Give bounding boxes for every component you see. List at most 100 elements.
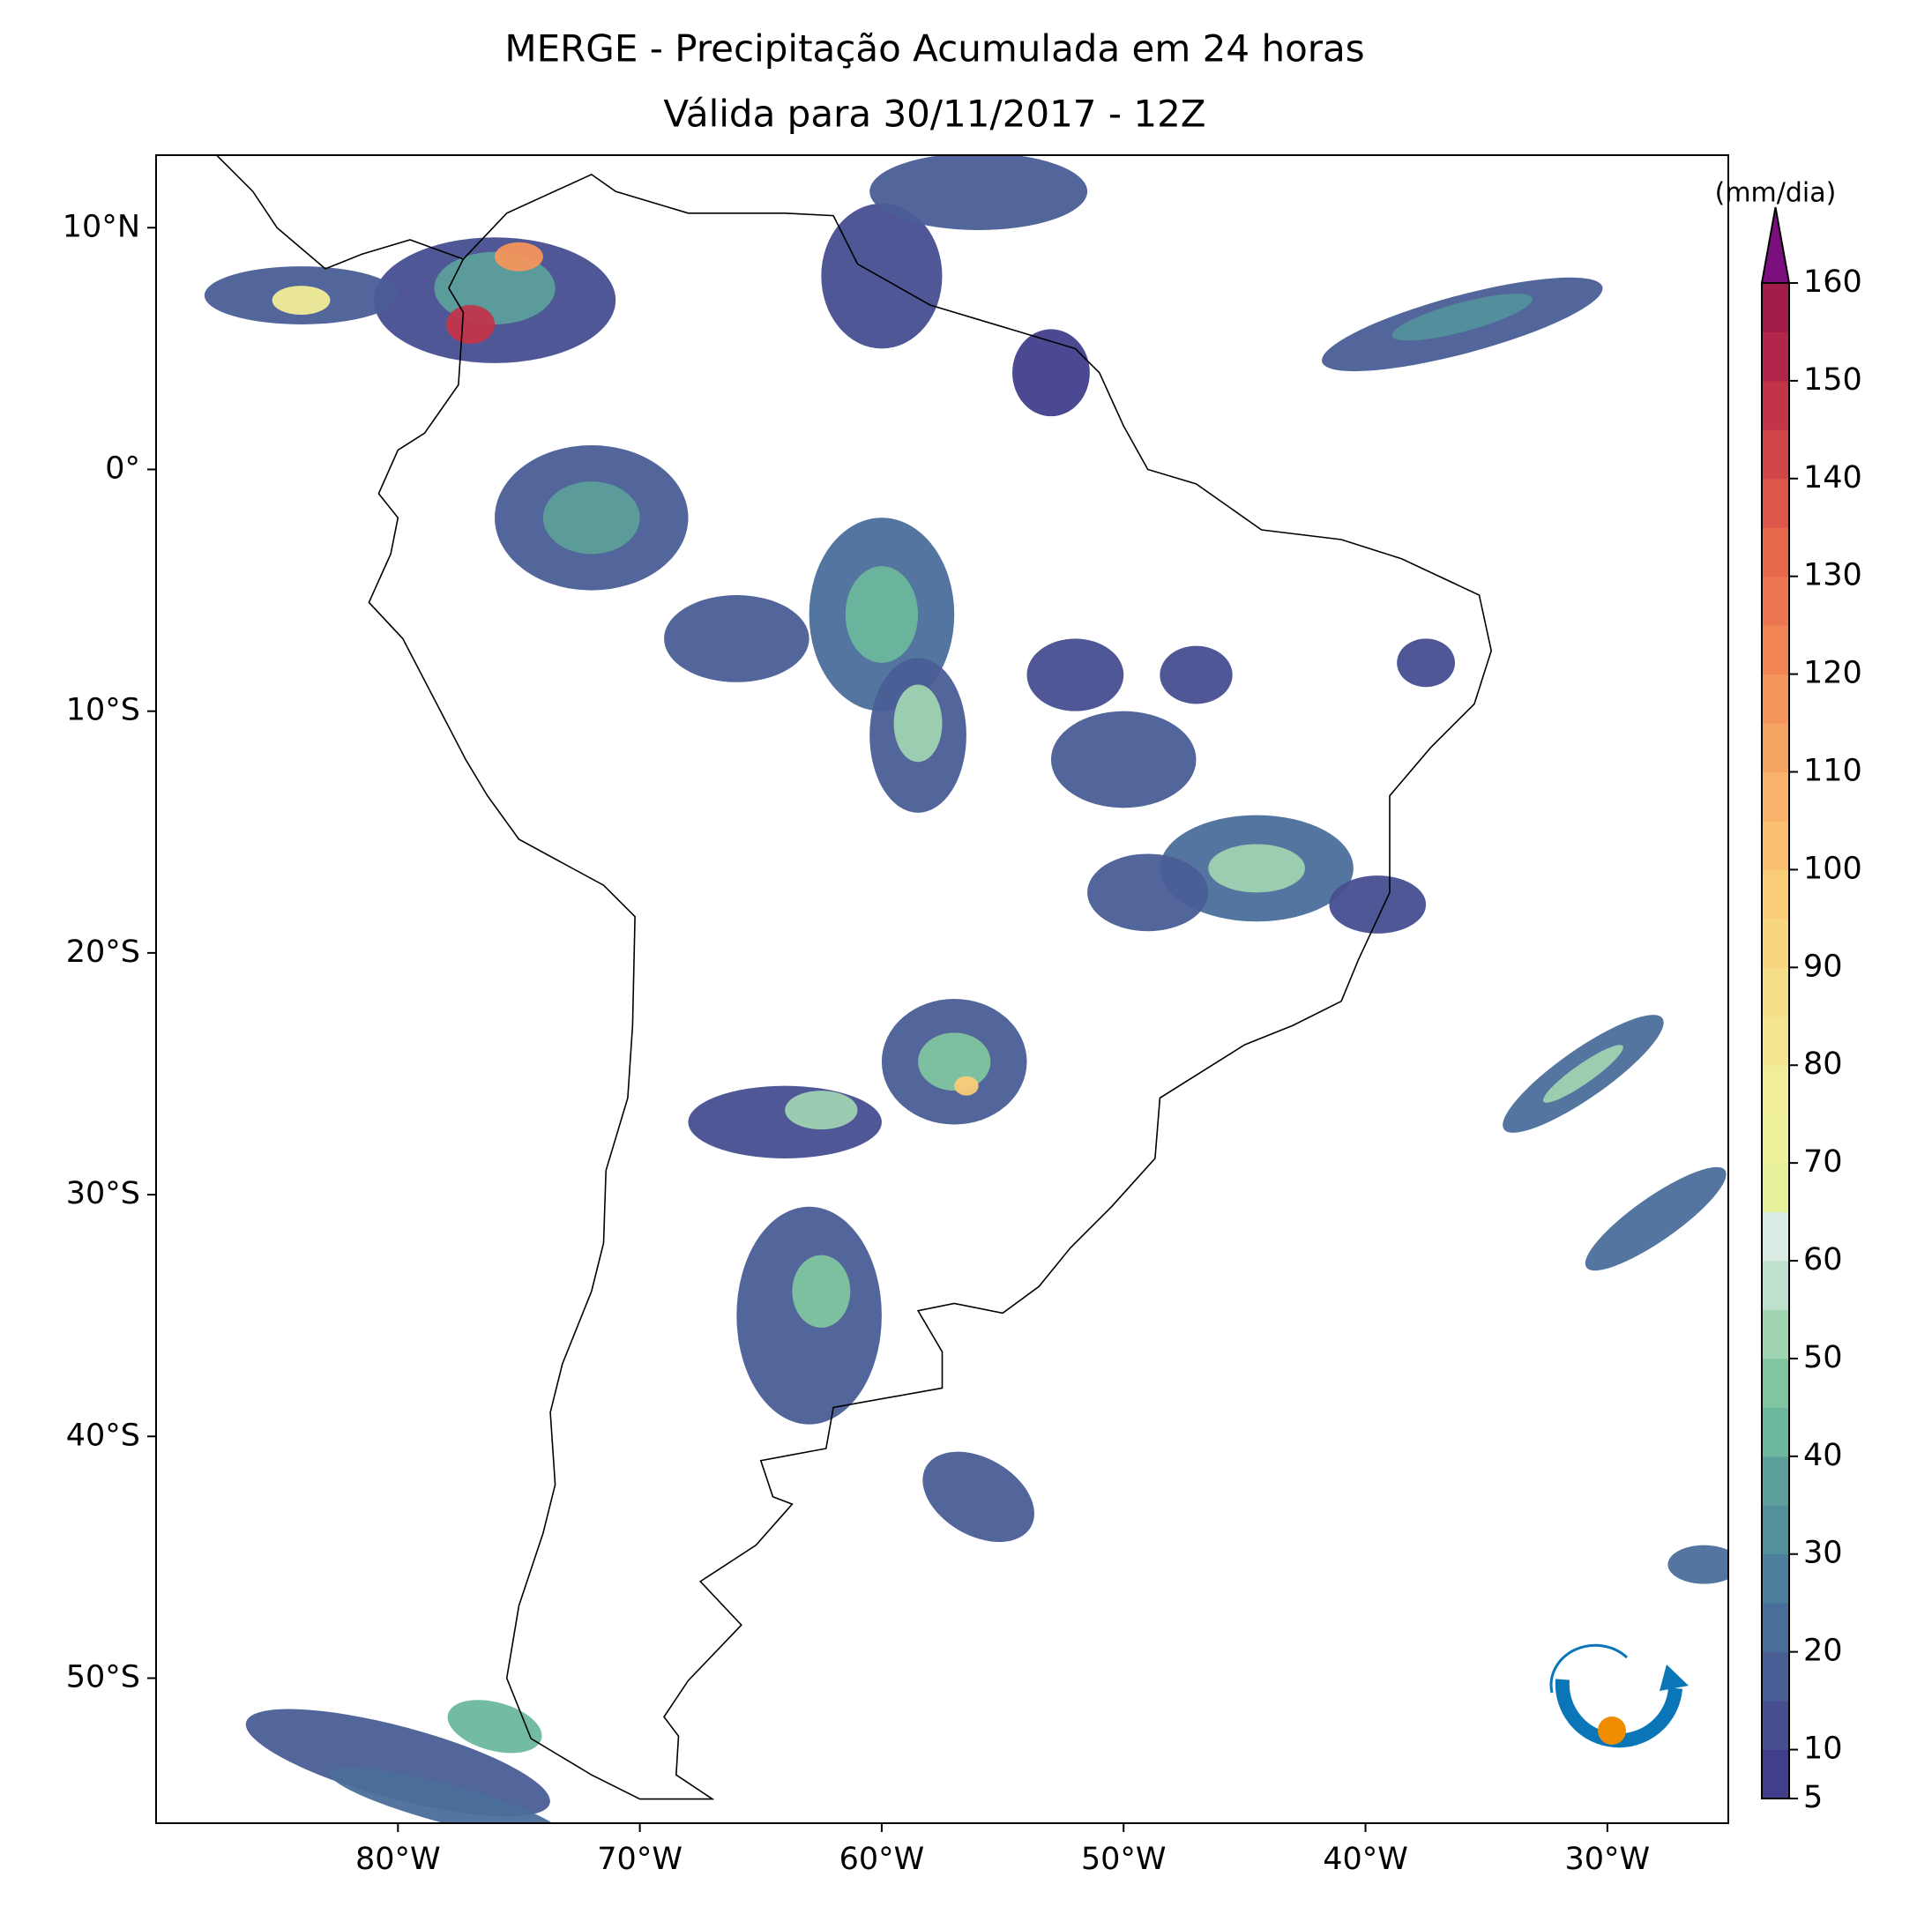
rain-area bbox=[1585, 1166, 1727, 1271]
colorbar-tick-label: 160 bbox=[1803, 264, 1862, 300]
x-tick-label: 50°W bbox=[1081, 1842, 1167, 1877]
colorbar-segment bbox=[1762, 918, 1789, 968]
logo bbox=[1549, 1643, 1689, 1748]
colorbar-segment bbox=[1762, 625, 1789, 675]
colorbar-segment bbox=[1762, 1553, 1789, 1604]
rain-area bbox=[922, 1451, 1034, 1543]
colorbar-tick-label: 110 bbox=[1803, 754, 1862, 789]
colorbar-segment bbox=[1762, 820, 1789, 870]
rain-area bbox=[845, 566, 919, 663]
colorbar-frame bbox=[1761, 282, 1790, 1799]
rain-area bbox=[1391, 294, 1533, 341]
rain-area bbox=[1026, 638, 1124, 711]
x-tick-label: 70°W bbox=[597, 1842, 683, 1877]
colorbar-label: (mm/dia) bbox=[1715, 178, 1837, 209]
x-tick-label: 30°W bbox=[1565, 1842, 1651, 1877]
rain-area bbox=[1160, 645, 1233, 704]
y-tick-label: 10°S bbox=[66, 693, 140, 728]
rain-area bbox=[542, 481, 640, 555]
colorbar-segment bbox=[1762, 1603, 1789, 1653]
colorbar-segment bbox=[1762, 1211, 1789, 1262]
rain-area bbox=[329, 1767, 563, 1823]
rain-area bbox=[893, 684, 943, 763]
rain-area bbox=[785, 1091, 858, 1130]
rain-area bbox=[272, 286, 331, 315]
central-america bbox=[215, 155, 464, 270]
colorbar-segment bbox=[1762, 1113, 1789, 1164]
coastline bbox=[368, 173, 1493, 1800]
colorbar-tick-label: 70 bbox=[1803, 1144, 1843, 1180]
colorbar-segment bbox=[1762, 1701, 1789, 1751]
y-tick-label: 0° bbox=[105, 451, 140, 486]
colorbar-tick-label: 5 bbox=[1803, 1780, 1823, 1815]
colorbar-tick-label: 20 bbox=[1803, 1634, 1843, 1669]
coastlines bbox=[215, 155, 1493, 1800]
colorbar-segment bbox=[1762, 967, 1789, 1017]
colorbar-segment bbox=[1762, 283, 1789, 332]
colorbar-tick-label: 90 bbox=[1803, 949, 1843, 984]
axis-ticks: 80°W 70°W 60°W 50°W 40°W 30°W 10°N 0° 10°S 20°S 30… bbox=[63, 209, 1650, 1877]
colorbar-segment bbox=[1762, 1016, 1789, 1066]
colorbar-segment bbox=[1762, 429, 1789, 480]
colorbar-segment bbox=[1762, 1749, 1789, 1799]
colorbar-tick-label: 140 bbox=[1803, 460, 1862, 495]
rain-area bbox=[688, 1085, 882, 1158]
colorbar-segment bbox=[1762, 1163, 1789, 1213]
colorbar-tick-label: 80 bbox=[1803, 1046, 1843, 1082]
y-tick-label: 50°S bbox=[66, 1659, 140, 1694]
y-tick-label: 20°S bbox=[66, 935, 140, 970]
rain-area bbox=[446, 305, 496, 344]
precipitation-field bbox=[204, 155, 1728, 1823]
colorbar-segment bbox=[1762, 576, 1789, 626]
colorbar-segment bbox=[1762, 1065, 1789, 1115]
colorbar-segment bbox=[1762, 869, 1789, 920]
rain-area bbox=[1012, 329, 1090, 417]
colorbar-segment bbox=[1762, 478, 1789, 528]
colorbar-tick-label: 50 bbox=[1803, 1340, 1843, 1375]
y-tick-label: 30°S bbox=[66, 1176, 140, 1211]
x-tick-label: 60°W bbox=[839, 1842, 925, 1877]
rain-area bbox=[1667, 1545, 1728, 1584]
rain-area bbox=[1397, 638, 1456, 688]
rain-area bbox=[245, 1709, 550, 1817]
colorbar-segment bbox=[1762, 1456, 1789, 1506]
colorbar-tick-label: 130 bbox=[1803, 558, 1862, 593]
rain-area bbox=[1543, 1045, 1623, 1103]
rain-area bbox=[869, 155, 1088, 230]
rain-area bbox=[821, 203, 943, 349]
x-tick-label: 40°W bbox=[1323, 1842, 1408, 1877]
rain-area bbox=[664, 595, 809, 682]
colorbar-segment bbox=[1762, 1358, 1789, 1408]
colorbar: (mm/dia) 5 10 20 30 40 50 60 70 80 90 100 110 120 130 1… bbox=[1715, 178, 1862, 1816]
colorbar-segment bbox=[1762, 723, 1789, 773]
rain-area bbox=[1208, 844, 1305, 893]
colorbar-segment bbox=[1762, 771, 1789, 822]
rain-area bbox=[792, 1255, 851, 1328]
colorbar-tick-label: 30 bbox=[1803, 1536, 1843, 1571]
y-tick-label: 10°N bbox=[63, 209, 140, 244]
colorbar-tick-label: 120 bbox=[1803, 656, 1862, 691]
rain-area bbox=[447, 1700, 542, 1754]
rain-area bbox=[1329, 875, 1427, 934]
map-frame bbox=[155, 154, 1729, 1824]
rain-area bbox=[918, 1032, 991, 1091]
colorbar-segment bbox=[1762, 1651, 1789, 1702]
colorbar-segment bbox=[1762, 674, 1789, 724]
colorbar-tick-label: 60 bbox=[1803, 1242, 1843, 1277]
colorbar-tick-label: 100 bbox=[1803, 851, 1862, 886]
colorbar-segment bbox=[1762, 1261, 1789, 1310]
colorbar-segment bbox=[1762, 527, 1789, 577]
rain-area bbox=[495, 242, 543, 272]
colorbar-segment bbox=[1762, 331, 1789, 382]
colorbar-tick-label: 10 bbox=[1803, 1732, 1843, 1767]
x-tick-label: 80°W bbox=[355, 1842, 441, 1877]
colorbar-tick-label: 40 bbox=[1803, 1438, 1843, 1473]
colorbar-segment bbox=[1762, 1505, 1789, 1555]
colorbar-segment bbox=[1762, 380, 1789, 430]
rain-area bbox=[954, 1076, 979, 1096]
y-tick-label: 40°S bbox=[66, 1418, 140, 1453]
colorbar-segment bbox=[1762, 1309, 1789, 1359]
colorbar-extend bbox=[1760, 206, 1791, 284]
title: MERGE - Precipitação Acumulada em 24 hor… bbox=[504, 27, 1364, 71]
